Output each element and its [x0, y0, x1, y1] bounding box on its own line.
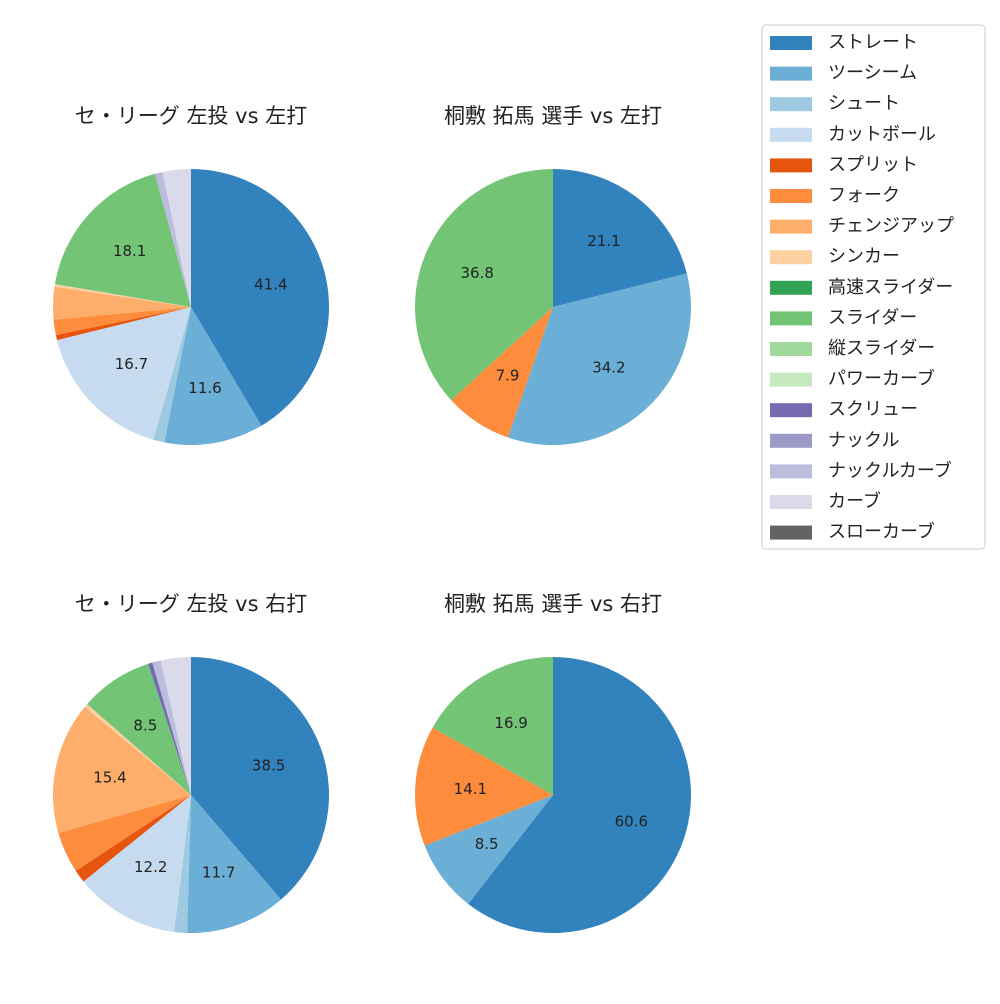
chart-title: 桐敷 拓馬 選手 vs 右打	[444, 592, 662, 616]
slice-label: 11.6	[188, 379, 221, 397]
pie-slice	[83, 795, 191, 932]
pie-slice	[53, 286, 192, 320]
pie-slice	[148, 662, 191, 795]
pie-slice	[451, 307, 553, 438]
slice-label: 41.4	[254, 276, 287, 294]
legend-label: カーブ	[828, 490, 881, 512]
pie-slice	[84, 704, 191, 795]
legend-label: ツーシーム	[828, 63, 917, 84]
pie-slice	[54, 173, 191, 307]
legend-label: カットボール	[828, 124, 936, 145]
legend-label: スプリット	[828, 154, 918, 175]
pie-slice	[162, 169, 191, 307]
legend-label: パワーカーブ	[828, 368, 935, 390]
pie-slice	[152, 660, 191, 795]
pie-slice	[75, 795, 191, 882]
pie-slice	[87, 663, 191, 795]
legend-swatch	[770, 36, 812, 50]
pie-slice	[53, 307, 192, 336]
pie-slice	[414, 169, 553, 401]
slice-label: 34.2	[592, 359, 625, 377]
legend-swatch	[770, 158, 812, 173]
pie-slice	[432, 657, 553, 795]
slice-label: 8.5	[133, 716, 157, 734]
legend-label: シンカー	[828, 246, 900, 267]
pie-slice	[153, 307, 191, 443]
legend-label: ナックル	[828, 430, 899, 451]
legend-label: フォーク	[828, 185, 900, 206]
slice-label: 16.9	[494, 714, 527, 732]
slice-label: 7.9	[496, 367, 520, 385]
pie-slice	[187, 795, 281, 933]
pie-slice	[58, 795, 191, 871]
legend-label: スライダー	[828, 307, 917, 328]
slice-label: 38.5	[252, 757, 285, 775]
pie-slice	[414, 727, 553, 846]
pie-slice	[55, 307, 191, 341]
legend-swatch	[770, 250, 812, 265]
pie-slice	[191, 169, 330, 426]
chart-title: 桐敷 拓馬 選手 vs 左打	[444, 104, 662, 128]
chart-title: セ・リーグ 左投 vs 左打	[75, 104, 307, 128]
legend-swatch	[770, 311, 812, 326]
slice-label: 60.6	[615, 812, 648, 830]
legend-swatch	[770, 127, 812, 142]
legend-swatch	[770, 433, 812, 448]
legend-swatch	[770, 372, 812, 387]
pie-slice	[507, 273, 691, 445]
slice-label: 15.4	[93, 768, 126, 786]
pie-slice	[160, 657, 191, 795]
legend-swatch	[770, 97, 812, 112]
legend-label: スローカーブ	[828, 521, 935, 543]
slice-label: 12.2	[134, 858, 167, 876]
legend-swatch	[770, 464, 812, 479]
legend-label: ストレート	[828, 32, 918, 53]
legend-box	[761, 24, 986, 550]
legend-swatch	[770, 342, 812, 356]
pie-slice	[57, 307, 191, 440]
legend-swatch	[770, 189, 812, 203]
slice-label: 11.7	[202, 864, 235, 882]
pie-slice	[468, 657, 691, 933]
legend-label: チェンジアップ	[828, 216, 954, 237]
pie-slice	[191, 657, 329, 900]
legend-label: スクリュー	[828, 399, 918, 420]
slice-label: 21.1	[587, 232, 620, 250]
pie-slice	[174, 795, 191, 933]
pie-slice	[164, 307, 262, 446]
pie-slice	[154, 171, 191, 307]
legend-label: ナックルカーブ	[828, 459, 952, 481]
slice-label: 16.7	[115, 355, 148, 373]
legend-swatch	[770, 66, 812, 81]
legend-label: 縦スライダー	[828, 338, 935, 359]
legend-label: 高速スライダー	[828, 277, 953, 298]
legend-label: シュート	[828, 93, 900, 114]
slice-label: 18.1	[113, 242, 146, 260]
legend-swatch	[770, 403, 812, 418]
slice-label: 8.5	[475, 835, 499, 853]
legend-swatch	[770, 495, 812, 509]
legend-swatch	[770, 280, 812, 295]
pie-slice	[53, 706, 192, 834]
legend-swatch	[770, 525, 812, 540]
legend-swatch	[770, 219, 812, 234]
slice-label: 14.1	[454, 780, 487, 798]
pie-slice	[553, 169, 687, 307]
pie-slice	[54, 284, 192, 307]
pie-slice	[424, 795, 553, 904]
slice-label: 36.8	[461, 264, 494, 282]
chart-title: セ・リーグ 左投 vs 右打	[75, 592, 307, 616]
